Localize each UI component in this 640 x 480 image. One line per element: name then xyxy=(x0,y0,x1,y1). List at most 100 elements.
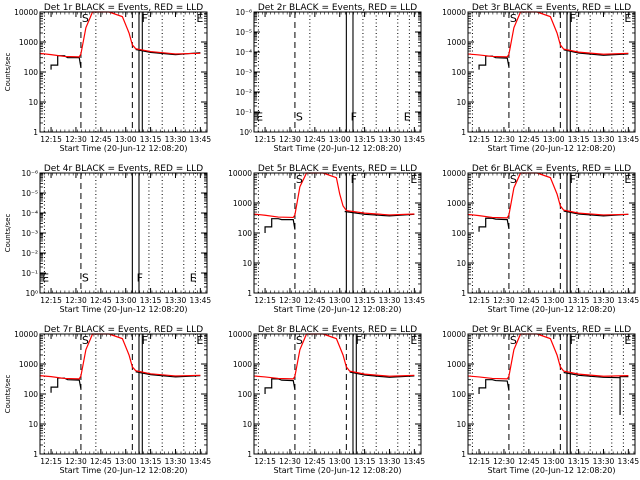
x-tick-label: 13:00 xyxy=(115,135,137,144)
x-tick-label: 13:30 xyxy=(165,457,187,466)
marker-label: F xyxy=(570,173,576,186)
x-tick-label: 13:45 xyxy=(404,457,426,466)
x-tick-label: 13:45 xyxy=(190,135,212,144)
y-tick-label: 1 xyxy=(33,450,38,459)
y-axis-title: Counts/sec xyxy=(4,375,12,414)
y-tick-label: 10 xyxy=(456,98,466,107)
x-tick-label: 13:15 xyxy=(354,296,376,305)
marker-label: E xyxy=(404,110,411,123)
x-tick-label: 12:45 xyxy=(518,135,540,144)
x-tick-label: 13:00 xyxy=(543,296,565,305)
y-tick-label: 10000 xyxy=(14,8,38,17)
y-tick-label: 10⁻¹ xyxy=(235,108,252,117)
y-tick-label: 10000 xyxy=(442,8,466,17)
x-tick-label: 12:30 xyxy=(279,135,301,144)
series-lld xyxy=(467,172,629,219)
panel-title: Det 7r BLACK = Events, RED = LLD xyxy=(44,325,203,335)
x-tick-label: 12:45 xyxy=(518,457,540,466)
y-tick-label: 1000 xyxy=(447,38,466,47)
x-axis-title: Start Time (20-Jun-12 12:08:20) xyxy=(488,466,616,475)
x-tick-label: 12:45 xyxy=(90,135,112,144)
marker-label: E xyxy=(42,271,49,284)
x-tick-label: 13:45 xyxy=(190,457,212,466)
marker-label: E xyxy=(410,334,417,347)
y-tick-label: 10000 xyxy=(442,330,466,339)
marker-label: S xyxy=(296,173,303,186)
x-axis-title: Start Time (20-Jun-12 12:08:20) xyxy=(488,305,616,314)
x-tick-label: 13:45 xyxy=(404,135,426,144)
y-tick-label: 10 xyxy=(456,259,466,268)
panel-8: Det 8r BLACK = Events, RED = LLD Start Ti… xyxy=(228,325,425,475)
x-axis-title: Start Time (20-Jun-12 12:08:20) xyxy=(274,144,402,153)
marker-label: S xyxy=(510,334,517,347)
y-tick-label: 100 xyxy=(452,229,467,238)
plot-frame xyxy=(39,11,208,133)
panel-title: Det 2r BLACK = Events, RED = LLD xyxy=(258,3,417,13)
marker-label: S xyxy=(296,334,303,347)
y-tick-label: 1000 xyxy=(447,199,466,208)
x-tick-label: 12:30 xyxy=(493,135,515,144)
series-events xyxy=(50,48,201,70)
series-lld xyxy=(39,333,201,380)
x-tick-label: 12:15 xyxy=(468,457,490,466)
x-tick-label: 13:00 xyxy=(543,135,565,144)
x-tick-label: 12:15 xyxy=(40,457,62,466)
y-tick-label: 10 xyxy=(456,420,466,429)
marker-label: S xyxy=(296,110,303,123)
y-tick-label: 100 xyxy=(238,229,253,238)
series-lld xyxy=(253,333,415,380)
y-tick-label: 1 xyxy=(461,128,466,137)
marker-label: E xyxy=(190,271,197,284)
x-tick-label: 13:15 xyxy=(354,457,376,466)
series-events xyxy=(50,371,201,393)
y-tick-label: 10 xyxy=(28,98,38,107)
y-axis-title: Counts/sec xyxy=(4,53,12,92)
x-tick-label: 13:30 xyxy=(379,457,401,466)
marker-label: F xyxy=(137,271,143,284)
marker-label: E xyxy=(410,173,417,186)
series-lld xyxy=(39,11,201,58)
y-tick-label: 1000 xyxy=(19,360,38,369)
x-tick-label: 12:30 xyxy=(65,135,87,144)
panel-4: Det 4r BLACK = Events, RED = LLD Counts/s… xyxy=(4,164,211,314)
x-tick-label: 13:00 xyxy=(115,457,137,466)
marker-label: S xyxy=(510,173,517,186)
plot-frame xyxy=(253,11,422,133)
x-tick-label: 13:00 xyxy=(329,296,351,305)
x-tick-label: 13:15 xyxy=(140,457,162,466)
marker-label: S xyxy=(82,12,89,25)
x-tick-label: 13:30 xyxy=(165,135,187,144)
x-tick-label: 13:15 xyxy=(568,296,590,305)
y-tick-label: 100 xyxy=(238,390,253,399)
y-axis-title: Counts/sec xyxy=(4,214,12,253)
x-tick-label: 13:00 xyxy=(329,135,351,144)
y-tick-label: 10 xyxy=(242,420,252,429)
x-tick-label: 13:30 xyxy=(379,296,401,305)
marker-label: E xyxy=(256,110,263,123)
plot-frame xyxy=(253,333,422,455)
y-tick-label: 10000 xyxy=(228,330,252,339)
x-axis-title: Start Time (20-Jun-12 12:08:20) xyxy=(274,305,402,314)
x-tick-label: 12:15 xyxy=(254,135,276,144)
y-tick-label: 10000 xyxy=(442,169,466,178)
marker-label: E xyxy=(196,12,203,25)
x-tick-label: 13:45 xyxy=(618,135,640,144)
panel-title: Det 3r BLACK = Events, RED = LLD xyxy=(472,3,631,13)
marker-label: F xyxy=(356,334,362,347)
y-tick-label: 1 xyxy=(33,128,38,137)
plot-frame xyxy=(253,172,422,294)
y-tick-label: 100 xyxy=(452,68,467,77)
series-events xyxy=(478,210,629,232)
series-lld xyxy=(467,333,629,380)
x-tick-label: 12:30 xyxy=(65,296,87,305)
y-tick-label: 10000 xyxy=(228,169,252,178)
x-axis-title: Start Time (20-Jun-12 12:08:20) xyxy=(60,466,188,475)
y-tick-label: 100 xyxy=(24,68,39,77)
x-tick-label: 12:15 xyxy=(468,135,490,144)
x-tick-label: 12:45 xyxy=(304,296,326,305)
y-tick-label: 10 xyxy=(28,420,38,429)
y-tick-label: 1 xyxy=(247,450,252,459)
marker-label: E xyxy=(624,173,631,186)
y-tick-label: 10⁻² xyxy=(21,249,38,258)
